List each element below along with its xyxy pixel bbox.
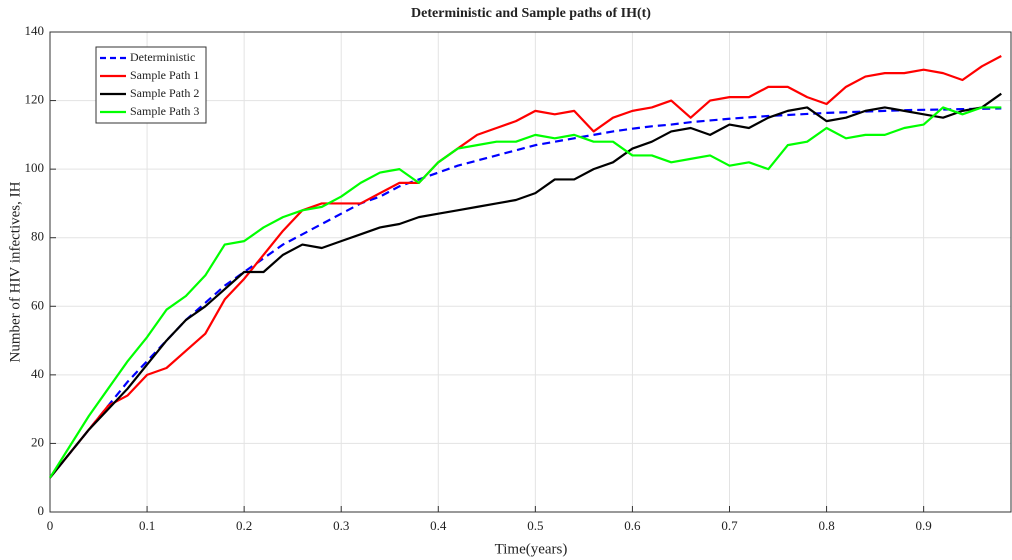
y-tick-label: 100	[25, 160, 45, 175]
x-tick-label: 0.4	[430, 518, 447, 533]
x-axis-label: Time(years)	[495, 541, 568, 557]
legend-label: Sample Path 3	[130, 104, 199, 118]
x-tick-label: 0.7	[721, 518, 738, 533]
x-tick-label: 0.1	[139, 518, 155, 533]
x-tick-label: 0.9	[916, 518, 932, 533]
x-tick-label: 0.2	[236, 518, 252, 533]
series-line	[49, 107, 1002, 479]
x-tick-label: 0.8	[818, 518, 834, 533]
x-tick-label: 0.5	[527, 518, 543, 533]
x-tick-label: 0.6	[624, 518, 641, 533]
legend-box	[95, 46, 207, 124]
y-tick-label: 60	[31, 297, 44, 312]
legend-label: Sample Path 2	[130, 86, 199, 100]
y-tick-label: 120	[25, 92, 45, 107]
series-line	[49, 92, 1002, 479]
y-tick-label: 80	[31, 229, 44, 244]
series-line	[49, 106, 1002, 479]
x-tick-label: 0	[47, 518, 54, 533]
legend-label: Deterministic	[130, 50, 195, 64]
y-tick-label: 140	[25, 23, 45, 38]
legend-label: Sample Path 1	[130, 68, 199, 82]
axes-box	[49, 31, 1012, 513]
chart-title: Deterministic and Sample paths of IH(t)	[411, 6, 651, 21]
series-line	[49, 55, 1002, 479]
x-tick-label: 0.3	[333, 518, 349, 533]
y-axis-label: Number of HIV infectives, IH	[7, 181, 23, 362]
y-tick-label: 0	[38, 503, 45, 518]
y-tick-label: 40	[31, 366, 44, 381]
y-tick-label: 20	[31, 434, 44, 449]
